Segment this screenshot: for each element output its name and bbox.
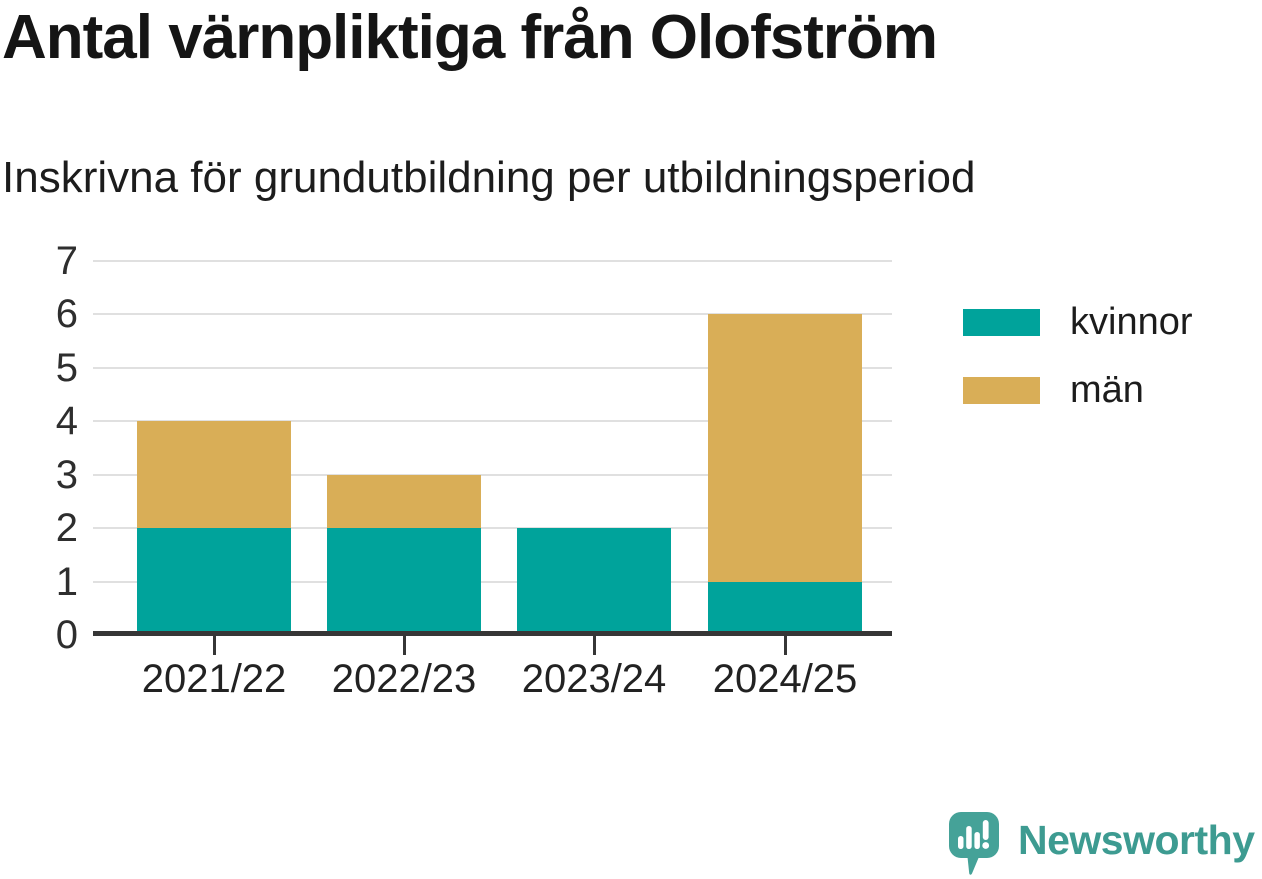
x-axis-label-2023/24: 2023/24 <box>521 657 667 701</box>
gridline-y7 <box>93 260 892 262</box>
bar-segment-kvinnor-2022/23 <box>327 528 481 635</box>
bar-segment-kvinnor-2021/22 <box>137 528 291 635</box>
bar-segment-kvinnor-2024/25 <box>708 581 862 635</box>
brand-footer: Newsworthy <box>948 811 1255 877</box>
x-axis-line <box>93 631 892 636</box>
y-tick-label-4: 4 <box>55 399 78 444</box>
x-tick-2023/24 <box>592 636 596 655</box>
legend: kvinnor män <box>963 303 1193 409</box>
legend-label-kvinnor: kvinnor <box>1070 301 1193 343</box>
x-axis-label-2024/25: 2024/25 <box>712 657 858 701</box>
bar-segment-kvinnor-2023/24 <box>517 528 671 635</box>
bar-segment-män-2024/25 <box>708 314 862 582</box>
gridline-y6 <box>93 313 892 316</box>
y-tick-label-7: 7 <box>55 239 78 283</box>
legend-item-män: män <box>963 371 1193 409</box>
x-axis-label-2021/22: 2021/22 <box>141 657 287 701</box>
bar-segment-män-2021/22 <box>137 421 291 529</box>
x-tick-2022/23 <box>402 636 406 655</box>
gridline-y2 <box>93 527 892 530</box>
y-tick-label-3: 3 <box>55 452 78 497</box>
gridline-y1 <box>93 580 892 583</box>
chart-title: Antal värnpliktiga från Olofström <box>2 3 938 72</box>
legend-item-kvinnor: kvinnor <box>963 303 1193 341</box>
x-tick-2021/22 <box>212 636 216 655</box>
y-tick-label-0: 0 <box>55 613 78 657</box>
brand-name: Newsworthy <box>1018 817 1255 863</box>
plot-area <box>93 260 892 635</box>
y-tick-label-5: 5 <box>55 345 78 390</box>
bar-segment-män-2022/23 <box>327 474 481 529</box>
y-tick-label-2: 2 <box>55 506 78 551</box>
legend-swatch-kvinnor <box>963 308 1040 336</box>
x-tick-2024/25 <box>783 636 787 655</box>
newsworthy-logo-icon <box>949 812 999 875</box>
chart-subtitle: Inskrivna för grundutbildning per utbild… <box>2 153 976 202</box>
y-tick-label-6: 6 <box>55 292 78 337</box>
gridline-y5 <box>93 366 892 369</box>
y-tick-label-1: 1 <box>55 559 78 604</box>
logo-bar-chart-glyph <box>958 820 990 849</box>
gridline-y4 <box>93 420 892 423</box>
legend-swatch-män <box>963 376 1040 404</box>
x-axis-label-2022/23: 2022/23 <box>331 657 477 701</box>
legend-label-män: män <box>1070 369 1144 411</box>
gridline-y3 <box>93 473 892 476</box>
